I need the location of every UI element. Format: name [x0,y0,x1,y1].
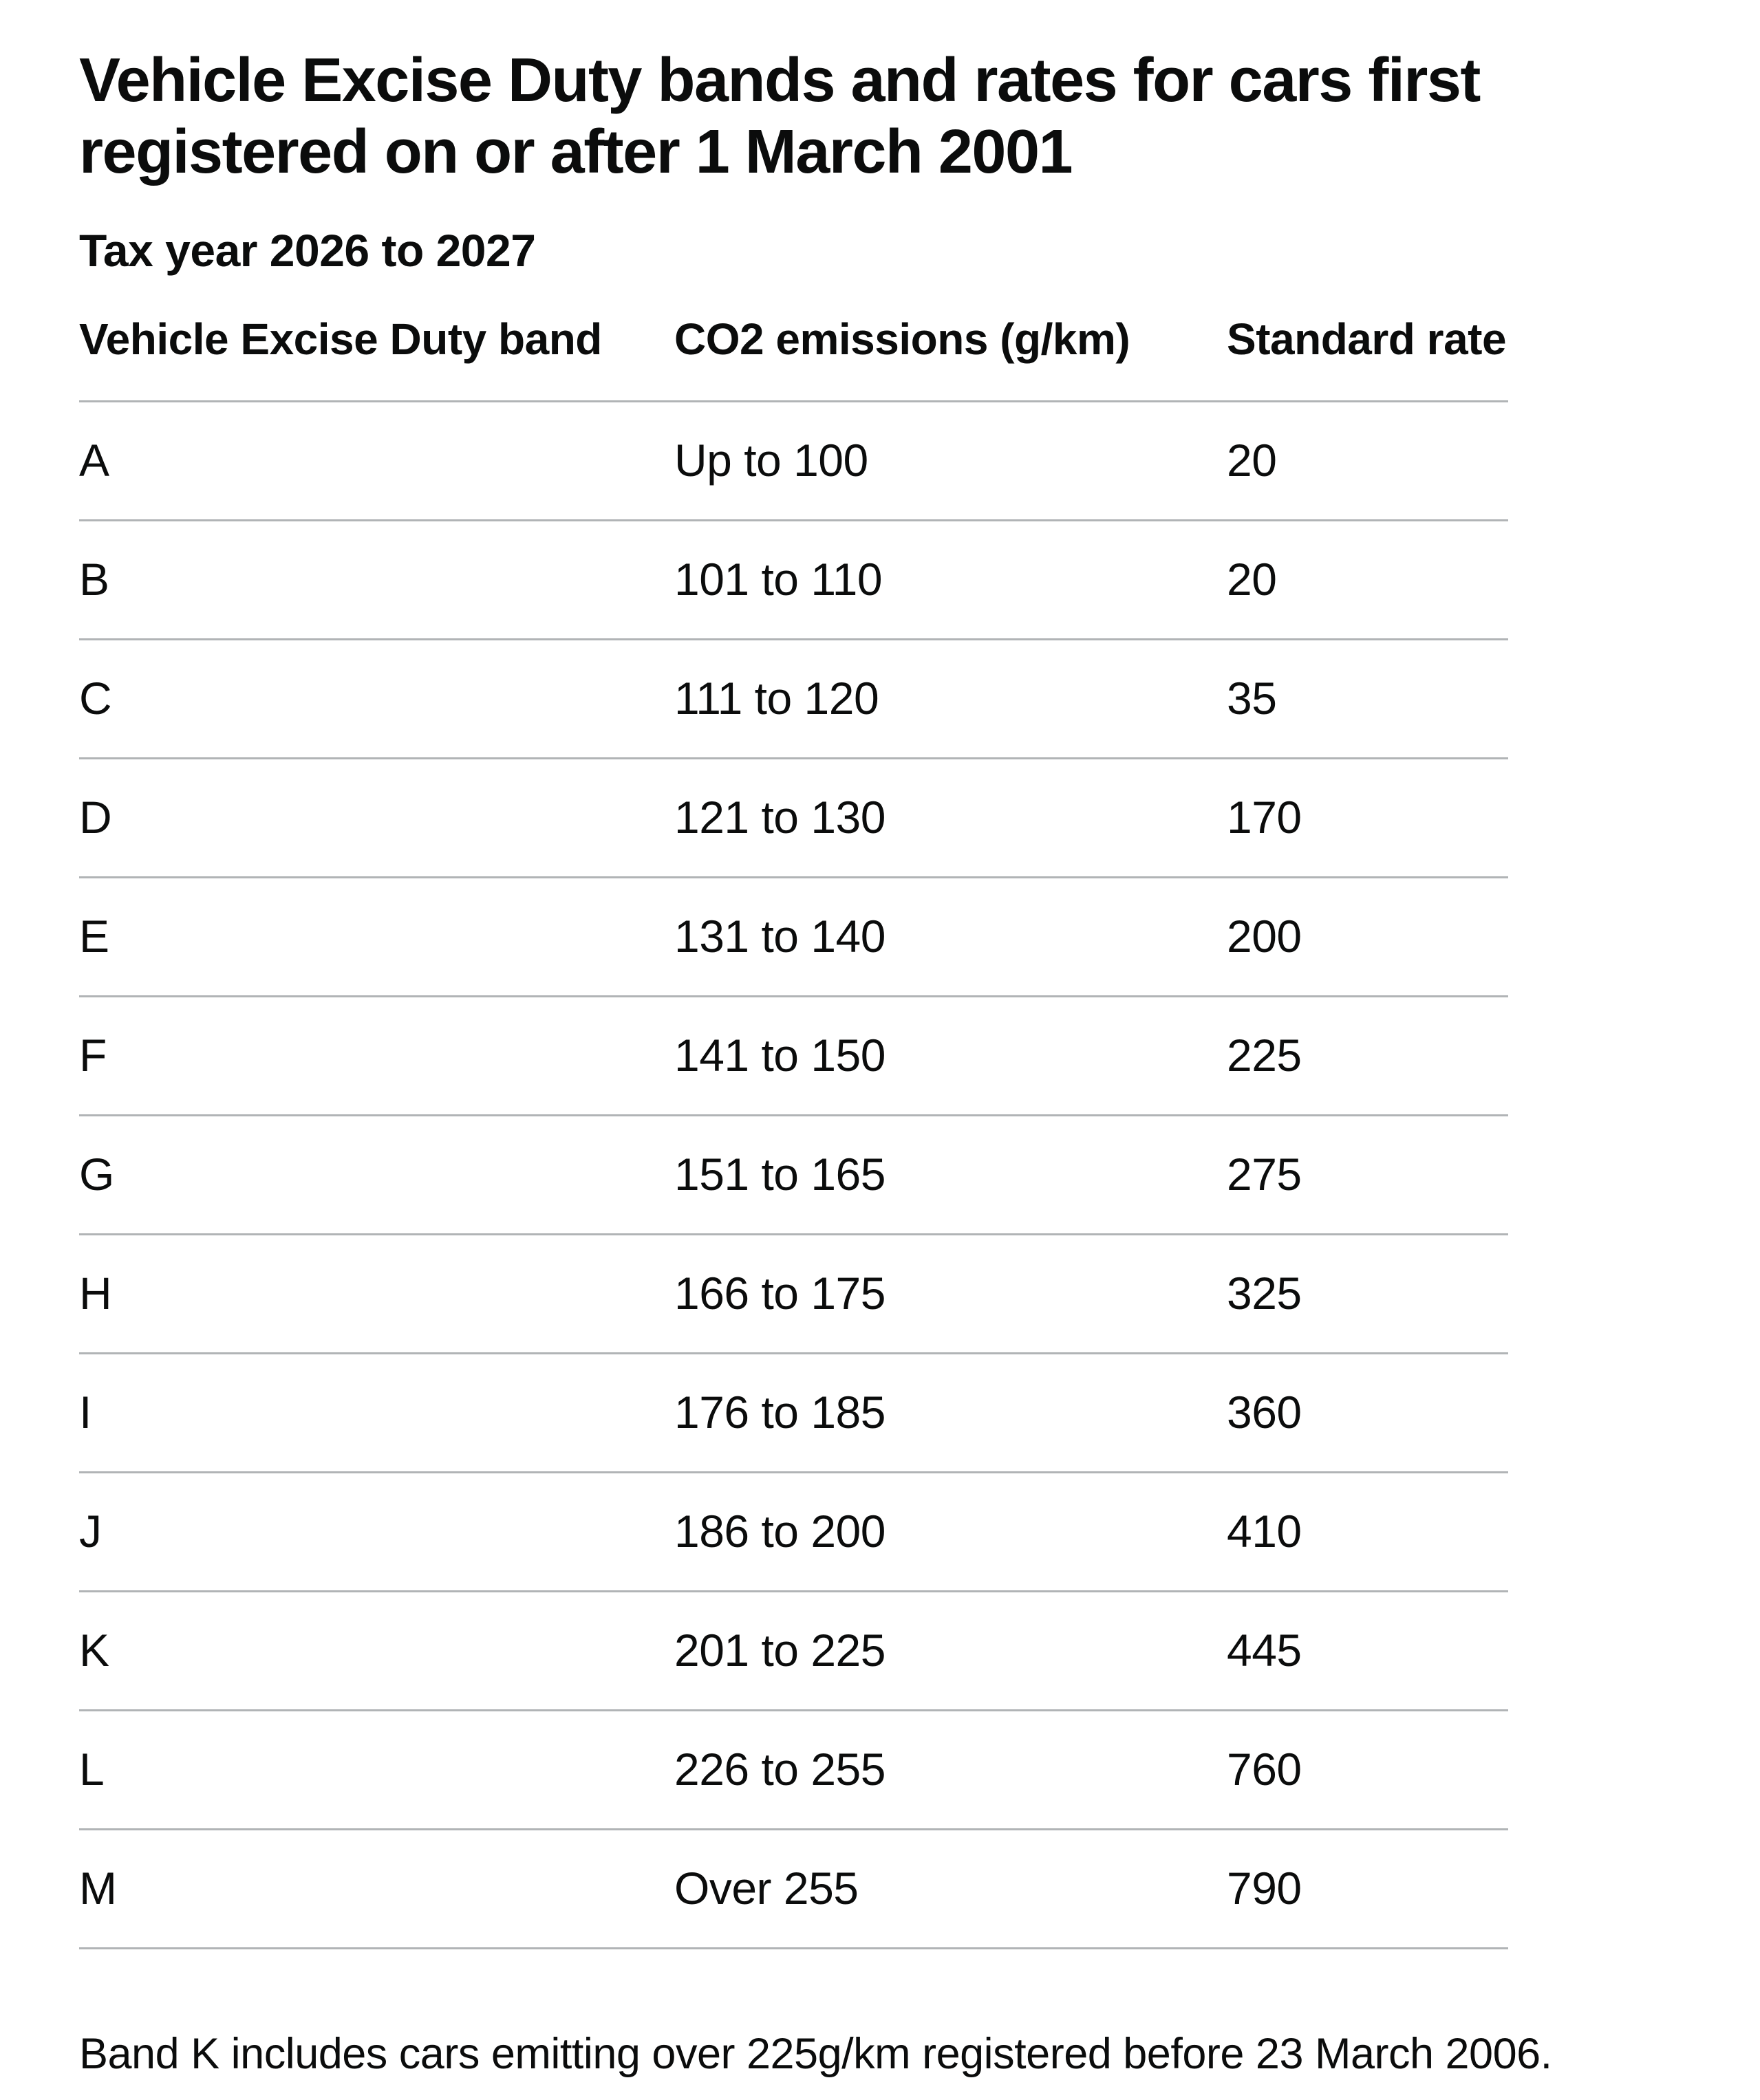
rate-cell: 445 [1227,1591,1508,1712]
band-k-footnote: Band K includes cars emitting over 225g/… [79,2030,1552,2079]
band-cell: J [79,1472,674,1593]
co2-cell: Over 255 [674,1829,1227,1950]
co2-cell: 226 to 255 [674,1710,1227,1831]
rate-cell: 325 [1227,1234,1508,1355]
rate-cell: 20 [1227,520,1508,641]
table-row: G 151 to 165 275 [79,1115,1508,1236]
band-cell: G [79,1115,674,1236]
table-row: F 141 to 150 225 [79,996,1508,1117]
band-cell: F [79,996,674,1117]
co2-cell: 111 to 120 [674,639,1227,760]
rate-cell: 20 [1227,401,1508,522]
co2-cell: 121 to 130 [674,758,1227,879]
co2-cell: 176 to 185 [674,1353,1227,1474]
table-row: L 226 to 255 760 [79,1710,1508,1831]
table-row: M Over 255 790 [79,1829,1508,1950]
table-row: A Up to 100 20 [79,401,1508,522]
band-cell: K [79,1591,674,1712]
rate-cell: 225 [1227,996,1508,1117]
band-cell: E [79,877,674,998]
band-cell: C [79,639,674,760]
co2-cell: 101 to 110 [674,520,1227,641]
co2-cell: 201 to 225 [674,1591,1227,1712]
co2-cell: 186 to 200 [674,1472,1227,1593]
co2-cell: 141 to 150 [674,996,1227,1117]
co2-cell: 166 to 175 [674,1234,1227,1355]
rate-cell: 200 [1227,877,1508,998]
rate-cell: 275 [1227,1115,1508,1236]
ved-rates-table: Vehicle Excise Duty band CO2 emissions (… [79,313,1508,1950]
tax-year-subtitle: Tax year 2026 to 2027 [79,225,536,276]
band-cell: H [79,1234,674,1355]
table-row: K 201 to 225 445 [79,1591,1508,1712]
table-row: E 131 to 140 200 [79,877,1508,998]
column-header-band: Vehicle Excise Duty band [79,313,674,402]
band-cell: A [79,401,674,522]
table-row: B 101 to 110 20 [79,520,1508,641]
table-row: H 166 to 175 325 [79,1234,1508,1355]
rate-cell: 790 [1227,1829,1508,1950]
table-row: C 111 to 120 35 [79,639,1508,760]
table-row: J 186 to 200 410 [79,1472,1508,1593]
rate-cell: 170 [1227,758,1508,879]
rate-cell: 35 [1227,639,1508,760]
band-cell: D [79,758,674,879]
page-title: Vehicle Excise Duty bands and rates for … [79,46,1481,186]
table-row: D 121 to 130 170 [79,758,1508,879]
band-cell: L [79,1710,674,1831]
column-header-co2: CO2 emissions (g/km) [674,313,1227,402]
band-cell: M [79,1829,674,1950]
band-cell: I [79,1353,674,1474]
band-cell: B [79,520,674,641]
co2-cell: 151 to 165 [674,1115,1227,1236]
table-row: I 176 to 185 360 [79,1353,1508,1474]
co2-cell: 131 to 140 [674,877,1227,998]
table-body: A Up to 100 20 B 101 to 110 20 C 111 to … [79,401,1508,1950]
rate-cell: 410 [1227,1472,1508,1593]
rate-cell: 760 [1227,1710,1508,1831]
column-header-rate: Standard rate [1227,313,1508,402]
table-header-row: Vehicle Excise Duty band CO2 emissions (… [79,313,1508,402]
co2-cell: Up to 100 [674,401,1227,522]
rate-cell: 360 [1227,1353,1508,1474]
